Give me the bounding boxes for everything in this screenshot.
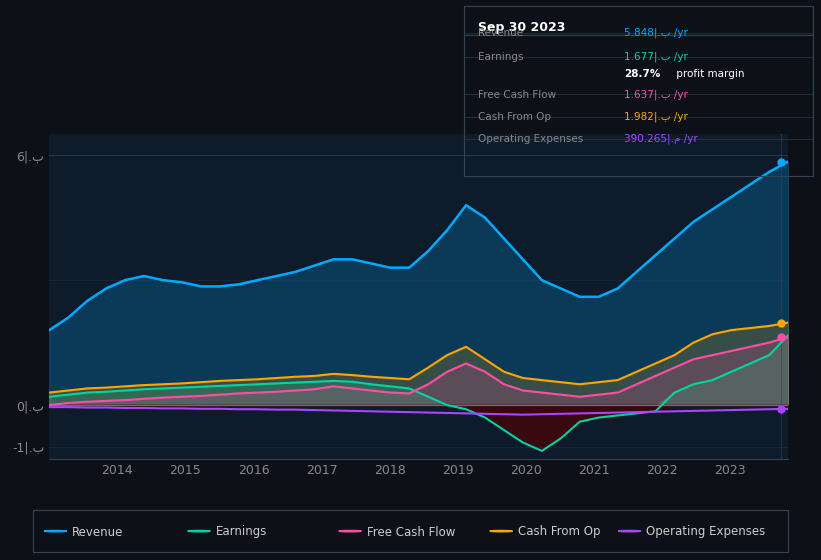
- Text: 1.637|.ب /yr: 1.637|.ب /yr: [624, 89, 688, 100]
- Text: Free Cash Flow: Free Cash Flow: [367, 525, 455, 539]
- Text: 5.848|.ب /yr: 5.848|.ب /yr: [624, 27, 688, 38]
- Text: Cash From Op: Cash From Op: [478, 112, 551, 122]
- Text: 1.982|.ب /yr: 1.982|.ب /yr: [624, 111, 688, 122]
- Circle shape: [490, 530, 512, 532]
- Text: profit margin: profit margin: [673, 69, 745, 79]
- Text: Sep 30 2023: Sep 30 2023: [478, 21, 565, 34]
- Circle shape: [618, 530, 641, 532]
- Circle shape: [188, 530, 210, 532]
- Text: Revenue: Revenue: [478, 28, 523, 38]
- Text: Earnings: Earnings: [478, 52, 523, 62]
- Text: Earnings: Earnings: [216, 525, 267, 539]
- Text: Cash From Op: Cash From Op: [518, 525, 600, 539]
- Text: 28.7%: 28.7%: [624, 69, 661, 79]
- Text: Operating Expenses: Operating Expenses: [646, 525, 765, 539]
- Text: Free Cash Flow: Free Cash Flow: [478, 90, 556, 100]
- Text: Operating Expenses: Operating Expenses: [478, 134, 583, 144]
- Text: 390.265|.م /yr: 390.265|.م /yr: [624, 133, 698, 144]
- Circle shape: [44, 530, 67, 532]
- Text: Revenue: Revenue: [72, 525, 123, 539]
- Circle shape: [339, 530, 361, 532]
- Text: 1.677|.ب /yr: 1.677|.ب /yr: [624, 52, 688, 62]
